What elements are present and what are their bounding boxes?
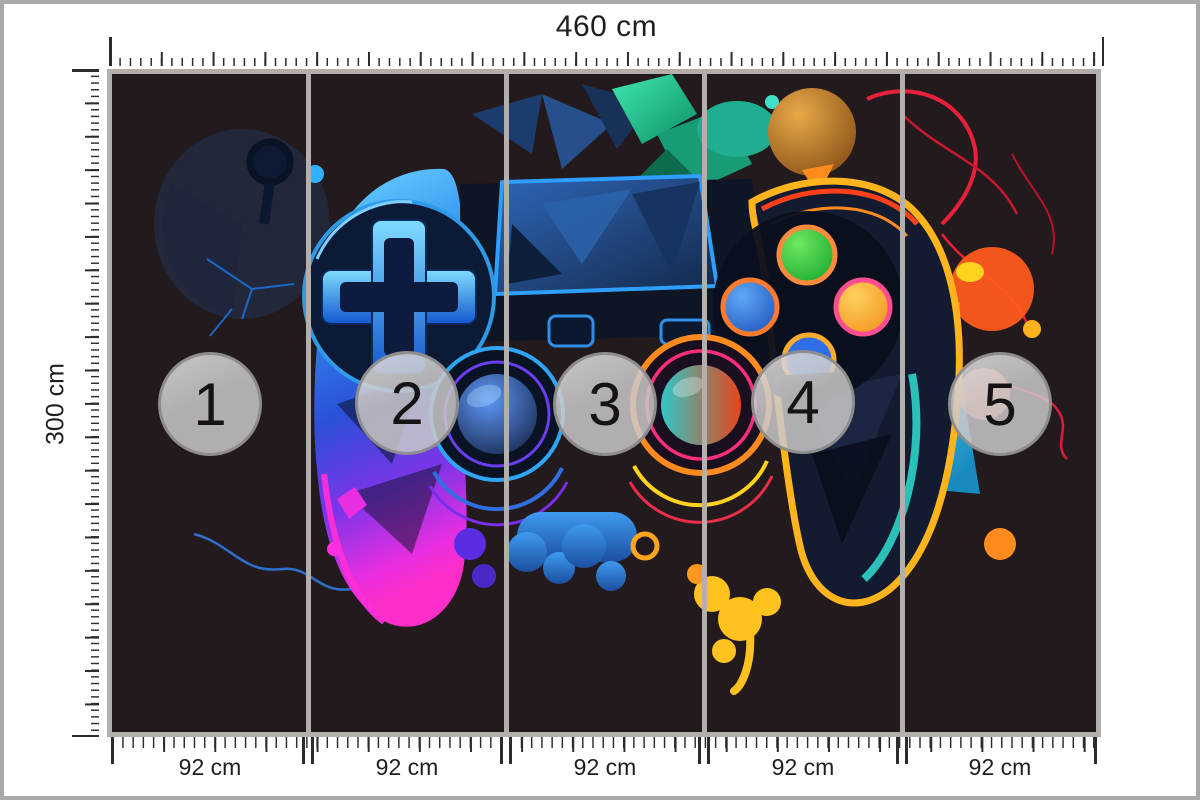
panel-number: 1	[193, 370, 227, 438]
panel-boundary-tick	[509, 737, 512, 764]
panel-boundary-tick	[302, 737, 305, 764]
panel-number: 5	[983, 370, 1017, 438]
panel-boundary-tick	[1094, 737, 1097, 764]
panel-boundary-tick	[896, 737, 899, 764]
panel-boundary-tick	[698, 737, 701, 764]
panel-separator-1	[305, 74, 311, 732]
panel-boundary-tick	[500, 737, 503, 764]
panel-width-label: 92 cm	[771, 754, 835, 780]
panel-width-label: 92 cm	[968, 754, 1032, 780]
panel-number-badge: 1	[158, 352, 262, 456]
panel-width-label: 92 cm	[375, 754, 439, 780]
panel-number: 4	[786, 368, 820, 436]
total-height-label: 300 cm	[41, 363, 70, 445]
panel-number-badge: 4	[751, 350, 855, 454]
panel-separator-2	[503, 74, 509, 732]
controller-artwork	[112, 74, 1096, 732]
left-ruler	[72, 69, 99, 737]
panel-separator-3	[701, 74, 707, 732]
panel-number-badge: 2	[355, 351, 459, 455]
panel-number-badge: 3	[553, 352, 657, 456]
panel-width-label: 92 cm	[178, 754, 242, 780]
panel-boundary-tick	[707, 737, 710, 764]
panel-number: 2	[390, 369, 424, 437]
panel-number: 3	[588, 370, 622, 438]
bottom-ruler	[112, 737, 1096, 753]
panel-width-label: 92 cm	[573, 754, 637, 780]
panel-boundary-tick	[311, 737, 314, 764]
panel-separator-4	[899, 74, 905, 732]
panel-boundary-tick	[905, 737, 908, 764]
panel-number-badge: 5	[948, 352, 1052, 456]
top-ruler	[109, 37, 1104, 66]
panel-boundary-tick	[111, 737, 114, 764]
